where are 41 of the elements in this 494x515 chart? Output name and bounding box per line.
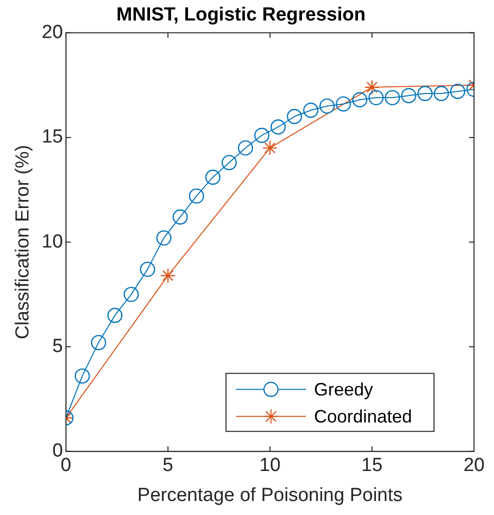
point: [156, 230, 172, 246]
point: [74, 368, 90, 384]
point: [364, 80, 380, 95]
point: [384, 90, 400, 106]
point: [107, 308, 122, 323]
point: [222, 154, 237, 170]
y-tick-label: 15: [42, 126, 63, 148]
point: [140, 262, 156, 277]
point: [434, 86, 449, 102]
y-tick-label: 0: [52, 440, 63, 462]
point: [368, 90, 384, 106]
point: [401, 88, 416, 104]
point: [417, 86, 433, 102]
point: [188, 188, 204, 204]
point: [172, 209, 188, 225]
point: [336, 96, 352, 112]
y-tick-label: 10: [42, 231, 63, 252]
x-tick-label: 15: [361, 455, 383, 476]
chart-title: MNIST, Logistic Regression: [116, 4, 366, 26]
point: [262, 140, 278, 156]
x-tick-label: 10: [259, 455, 281, 476]
point: [205, 170, 220, 185]
y-tick-label: 5: [52, 336, 63, 357]
point: [254, 128, 270, 143]
point: [450, 84, 466, 100]
point: [319, 98, 335, 114]
point: [124, 286, 139, 302]
point: [303, 102, 318, 118]
point: [238, 140, 254, 156]
point: [352, 92, 368, 108]
legend-label: Coordinated: [314, 406, 412, 426]
x-tick-label: 20: [463, 455, 485, 476]
y-axis-title: Classification Error (%): [12, 144, 34, 340]
point: [270, 119, 286, 135]
point: [160, 268, 176, 284]
y-tick-label: 20: [42, 22, 63, 44]
legend-label: Greedy: [314, 379, 374, 400]
x-tick-label: 5: [162, 455, 174, 476]
point: [90, 334, 106, 350]
point: [286, 108, 302, 124]
x-axis-title: Percentage of Poisoning Points: [137, 484, 403, 506]
